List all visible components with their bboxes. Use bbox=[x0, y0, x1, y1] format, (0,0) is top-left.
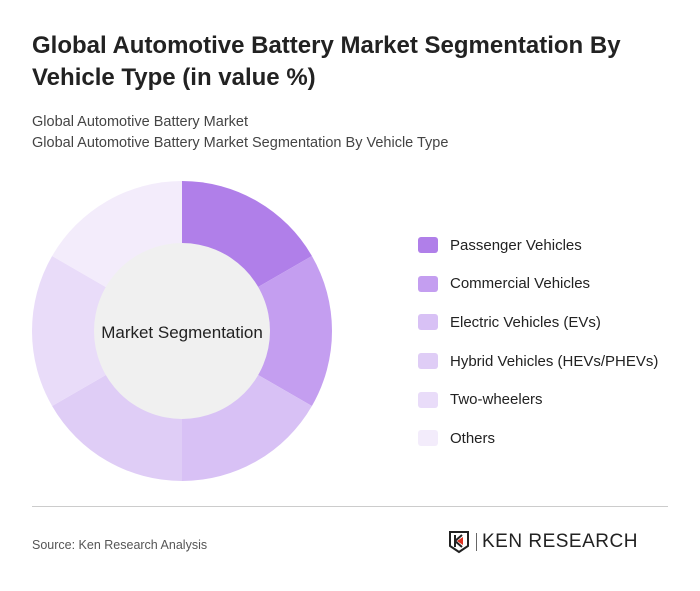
legend-item: Hybrid Vehicles (HEVs/PHEVs) bbox=[418, 342, 658, 381]
legend-label: Two-wheelers bbox=[450, 391, 543, 409]
legend-swatch bbox=[418, 430, 438, 447]
chart-title: Global Automotive Battery Market Segment… bbox=[32, 32, 621, 91]
legend-item: Two-wheelers bbox=[418, 380, 658, 419]
legend-label: Passenger Vehicles bbox=[450, 236, 582, 254]
legend-label: Others bbox=[450, 429, 496, 447]
legend-swatch bbox=[418, 275, 438, 292]
logo-k-icon bbox=[449, 531, 469, 554]
logo-text: KEN RESEARCH bbox=[476, 532, 638, 551]
legend-label: Electric Vehicles (EVs) bbox=[450, 313, 601, 331]
legend: Passenger Vehicles Commercial Vehicles Ele… bbox=[418, 226, 658, 458]
source-note: Source: Ken Research Analysis bbox=[32, 538, 208, 552]
legend-swatch bbox=[418, 391, 438, 408]
ken-research-logo: KEN RESEARCH bbox=[448, 530, 638, 554]
legend-swatch bbox=[418, 353, 438, 370]
legend-swatch bbox=[418, 237, 438, 254]
donut-hole bbox=[94, 243, 270, 419]
legend-item: Electric Vehicles (EVs) bbox=[418, 303, 658, 342]
legend-label: Commercial Vehicles bbox=[450, 275, 591, 293]
subtitle-market: Global Automotive Battery Market bbox=[32, 114, 248, 130]
center-label: Market Segmentation bbox=[101, 323, 263, 342]
legend-label: Hybrid Vehicles (HEVs/PHEVs) bbox=[450, 352, 659, 370]
divider bbox=[32, 506, 668, 507]
legend-item: Passenger Vehicles bbox=[418, 226, 658, 265]
legend-item: Others bbox=[418, 419, 658, 458]
subtitle-segmentation: Global Automotive Battery Market Segment… bbox=[32, 135, 449, 151]
legend-swatch bbox=[418, 314, 438, 331]
legend-item: Commercial Vehicles bbox=[418, 265, 658, 304]
